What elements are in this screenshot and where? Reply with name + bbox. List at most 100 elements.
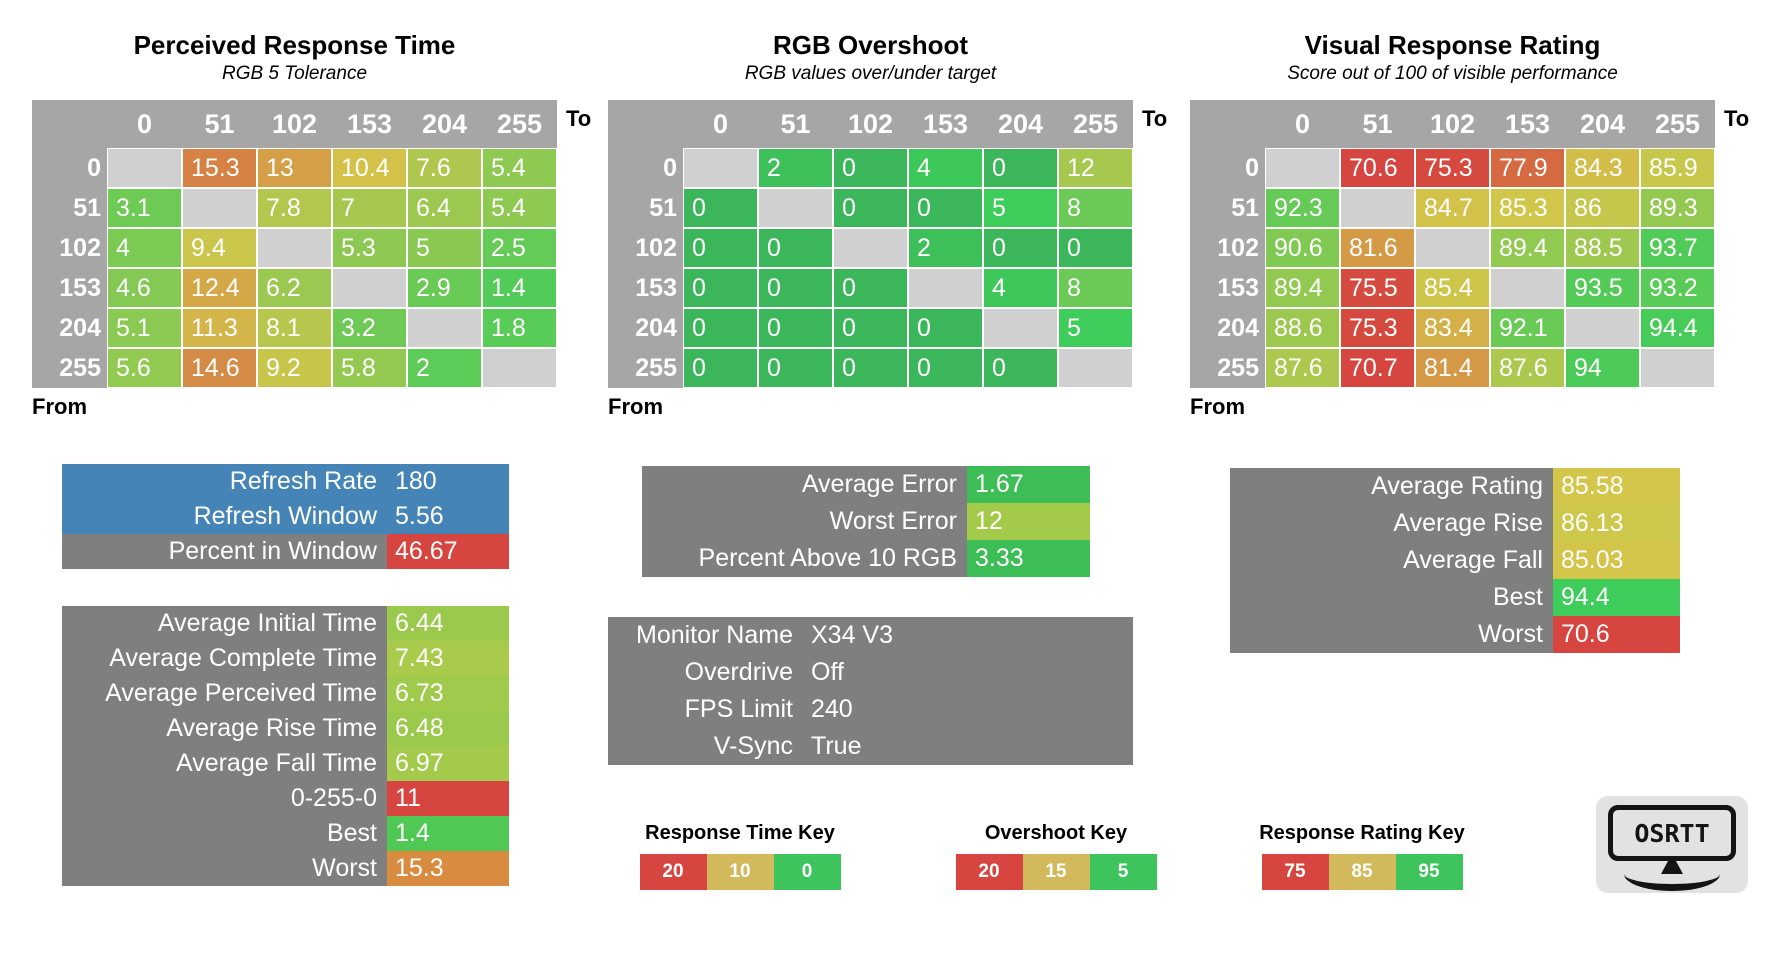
stat-label: Average Rating: [1371, 472, 1543, 500]
stat-label: 0-255-0: [290, 784, 377, 812]
stat-value: 6.44: [387, 606, 509, 641]
stat-value: 85.58: [1553, 468, 1680, 505]
heatmap-cell: 5.3: [332, 228, 407, 268]
heatmap-cell: 5: [983, 188, 1058, 228]
key-title: Overshoot Key: [984, 822, 1128, 844]
stat-value: 3.33: [967, 540, 1090, 577]
stat-value: 240: [811, 695, 853, 723]
column-header: 51: [1340, 100, 1415, 148]
rgb-overshoot-table: RGB Overshoot RGB values over/under targe…: [608, 28, 1167, 420]
heatmap-cell: 75.3: [1415, 148, 1490, 188]
diagonal-cell: [983, 308, 1058, 348]
heatmap-grid: 0 51 102 153 204 255 0 70.6 75.3 77.9 84.3 85.9 51 92…: [1190, 100, 1715, 388]
stat-row: Average Fall 85.03: [1230, 542, 1680, 579]
stat-value: 6.97: [387, 746, 509, 781]
stat-label: Average Complete Time: [109, 644, 377, 672]
heatmap-cell: 0: [683, 348, 758, 388]
row-header: 0: [608, 148, 683, 188]
heatmap-cell: 0: [833, 188, 908, 228]
visual-response-rating-table: Visual Response Rating Score out of 100 o…: [1190, 28, 1749, 420]
heatmap-cell: 83.4: [1415, 308, 1490, 348]
osrtt-logo: OSRTT: [1596, 796, 1748, 893]
heatmap-cell: 85.9: [1640, 148, 1715, 188]
from-axis-label: From: [32, 394, 87, 419]
heatmap-cell: 0: [983, 228, 1058, 268]
stat-label: Average Fall Time: [175, 749, 377, 777]
row-header: 153: [608, 268, 683, 308]
stat-row: Percent Above 10 RGB 3.33: [642, 540, 1090, 577]
stat-row: Monitor Name X34 V3: [608, 617, 1133, 654]
heatmap-cell: 75.3: [1340, 308, 1415, 348]
heatmap-cell: 87.6: [1490, 348, 1565, 388]
overshoot-key: Overshoot Key 20 15 5: [946, 820, 1166, 890]
stat-value: 1.67: [967, 466, 1090, 503]
stat-row: Best 94.4: [1230, 579, 1680, 616]
heatmap-cell: 70.7: [1340, 348, 1415, 388]
heatmap-cell: 0: [683, 268, 758, 308]
heatmap-cell: 5.4: [482, 188, 557, 228]
table-title: Perceived Response Time: [133, 30, 456, 60]
heatmap-cell: 81.4: [1415, 348, 1490, 388]
heatmap-cell: 1.8: [482, 308, 557, 348]
column-header: 255: [1640, 100, 1715, 148]
heatmap-cell: 5.4: [482, 148, 557, 188]
heatmap-cell: 77.9: [1490, 148, 1565, 188]
heatmap-cell: 7.8: [257, 188, 332, 228]
stat-value: 85.03: [1553, 542, 1680, 579]
stat-row: Worst Error 12: [642, 503, 1090, 540]
row-header: 102: [32, 228, 107, 268]
refresh-stats-panel: Refresh Rate 180 Refresh Window 5.56 Percent…: [62, 464, 509, 569]
stat-row: Average Rise 86.13: [1230, 505, 1680, 542]
diagonal-cell: [1640, 348, 1715, 388]
heatmap-cell: 86: [1565, 188, 1640, 228]
response-time-key: Response Time Key 20 10 0: [630, 820, 850, 890]
stat-row: Average Initial Time 6.44: [62, 606, 509, 641]
table-title: RGB Overshoot: [772, 30, 969, 60]
stat-label: Refresh Rate: [229, 467, 377, 495]
heatmap-cell: 93.7: [1640, 228, 1715, 268]
column-header: 153: [908, 100, 983, 148]
rating-stats-panel: Average Rating 85.58 Average Rise 86.13 Aver…: [1230, 468, 1680, 653]
table-title: Visual Response Rating: [1304, 30, 1601, 60]
diagonal-cell: [407, 308, 482, 348]
heatmap-cell: 0: [908, 348, 983, 388]
column-header: 255: [1058, 100, 1133, 148]
heatmap-cell: 2.5: [482, 228, 557, 268]
heatmap-cell: 75.5: [1340, 268, 1415, 308]
key-title: Response Rating Key: [1259, 822, 1465, 844]
stat-label: Worst: [1478, 620, 1543, 648]
heatmap-cell: 14.6: [182, 348, 257, 388]
row-header: 204: [32, 308, 107, 348]
row-header: 255: [1190, 348, 1265, 388]
diagonal-cell: [1490, 268, 1565, 308]
stat-label: Average Rise: [1393, 509, 1543, 537]
row-header: 153: [1190, 268, 1265, 308]
column-header: 255: [482, 100, 557, 148]
from-axis-label: From: [1190, 394, 1245, 419]
key-segment: 0: [773, 854, 841, 890]
stat-row: 0-255-0 11: [62, 781, 509, 816]
stat-label: Average Initial Time: [157, 609, 377, 637]
heatmap-cell: 0: [833, 348, 908, 388]
response-rating-key: Response Rating Key 75 85 95: [1252, 820, 1472, 890]
stat-label: V-Sync: [713, 732, 793, 760]
heatmap-grid: 0 51 102 153 204 255 0 2 0 4 0 12 51 0 0 0 5 8 102 0 0 2 0 0 153…: [608, 100, 1133, 388]
stat-label: Percent Above 10 RGB: [698, 544, 957, 572]
heatmap-cell: 0: [758, 348, 833, 388]
diagonal-cell: [107, 148, 182, 188]
stat-label: Average Perceived Time: [105, 679, 377, 707]
row-header: 204: [608, 308, 683, 348]
stat-row: Overdrive Off: [608, 654, 1133, 691]
heatmap-cell: 0: [983, 148, 1058, 188]
monitor-base-icon: [1624, 874, 1720, 891]
heatmap-cell: 85.3: [1490, 188, 1565, 228]
column-header: 204: [983, 100, 1058, 148]
corner-cell: [608, 100, 683, 148]
heatmap-cell: 0: [683, 308, 758, 348]
heatmap-cell: 85.4: [1415, 268, 1490, 308]
heatmap-cell: 15.3: [182, 148, 257, 188]
heatmap-cell: 6.2: [257, 268, 332, 308]
heatmap-cell: 88.5: [1565, 228, 1640, 268]
heatmap-cell: 4: [983, 268, 1058, 308]
column-header: 102: [1415, 100, 1490, 148]
